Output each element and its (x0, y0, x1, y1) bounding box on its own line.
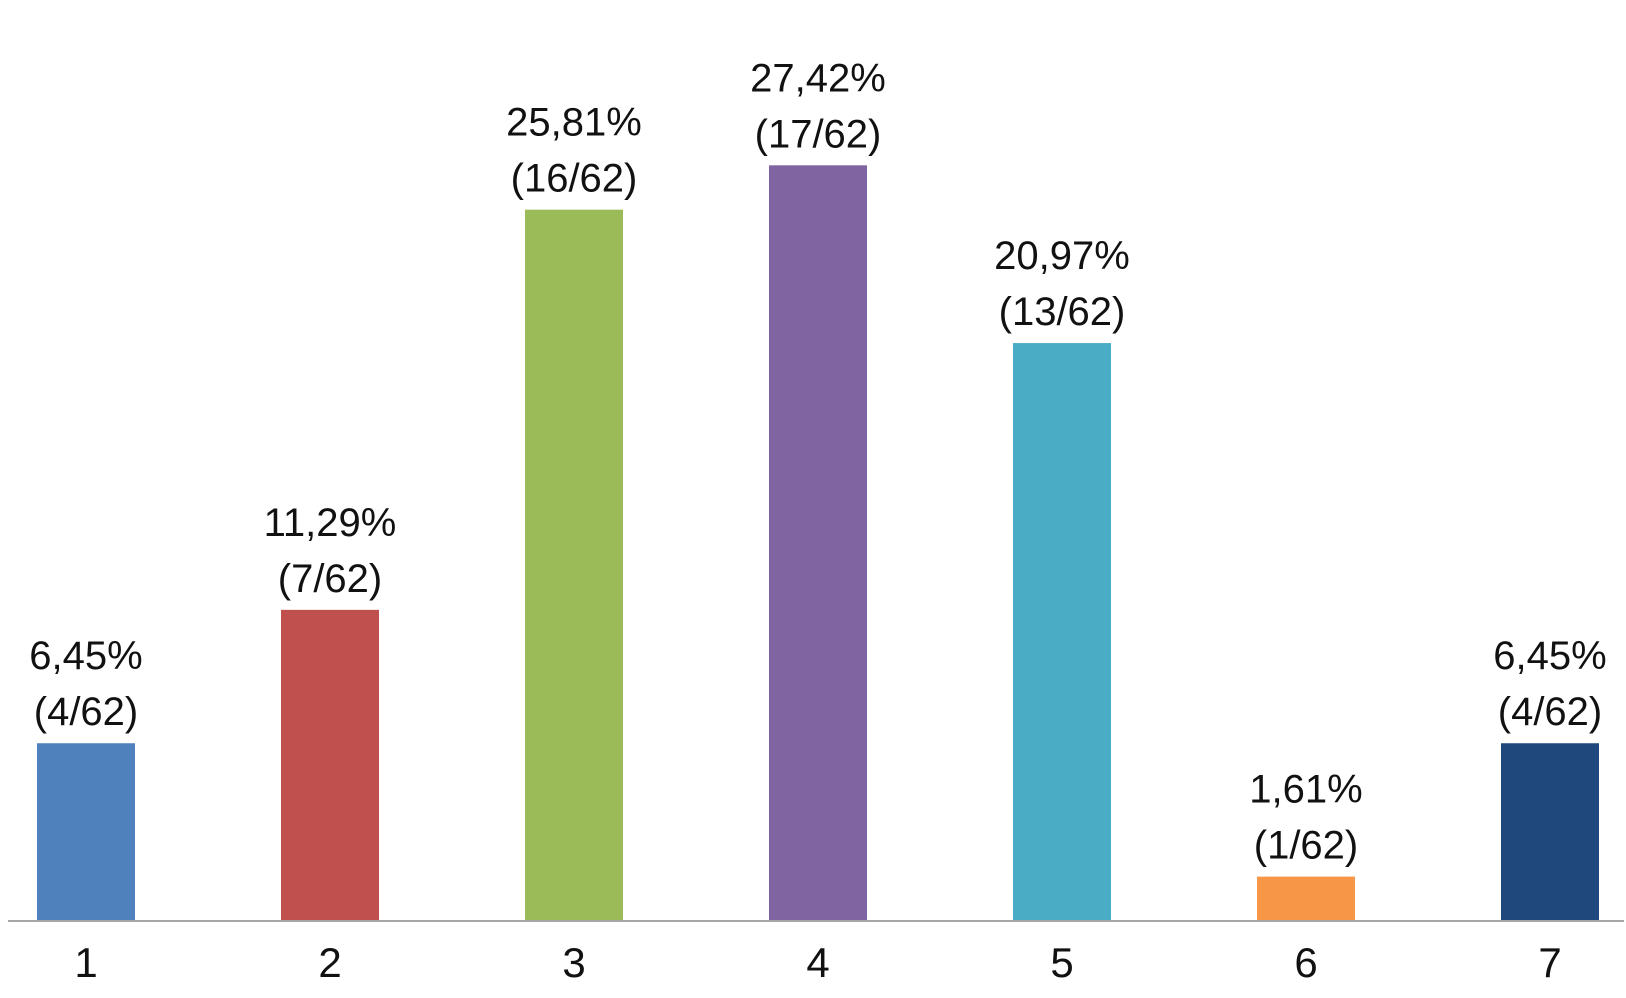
x-tick-label-1: 1 (74, 939, 97, 986)
data-label-count-4: (17/62) (755, 112, 882, 156)
bar-2 (281, 609, 379, 921)
bar-6 (1257, 876, 1355, 921)
bars-layer (37, 165, 1599, 922)
data-label-percent-3: 25,81% (506, 101, 642, 145)
bar-3 (525, 209, 623, 922)
bar-5 (1013, 343, 1111, 922)
x-tick-label-7: 7 (1538, 939, 1561, 986)
data-label-count-7: (4/62) (1498, 690, 1603, 734)
data-label-percent-2: 11,29% (264, 501, 397, 545)
x-tick-label-4: 4 (806, 939, 829, 986)
data-label-count-6: (1/62) (1254, 824, 1359, 868)
data-label-count-5: (13/62) (999, 290, 1126, 334)
x-tick-label-6: 6 (1294, 939, 1317, 986)
x-tick-label-2: 2 (318, 939, 341, 986)
data-label-percent-1: 6,45% (29, 634, 142, 678)
bar-7 (1501, 743, 1599, 921)
x-tick-label-5: 5 (1050, 939, 1073, 986)
x-tick-label-3: 3 (562, 939, 585, 986)
data-label-count-1: (4/62) (34, 690, 139, 734)
x-tick-labels-layer: 1 2 3 4 5 6 7 (74, 939, 1561, 986)
bar-1 (37, 743, 135, 921)
data-label-percent-6: 1,61% (1249, 768, 1362, 812)
data-label-percent-5: 20,97% (994, 234, 1130, 278)
data-label-percent-7: 6,45% (1493, 634, 1606, 678)
data-labels-layer: 6,45% (4/62) 11,29% (7/62) 25,81% (16/62) 27,4… (29, 56, 1606, 867)
data-label-percent-4: 27,42% (750, 56, 886, 100)
data-label-count-3: (16/62) (511, 157, 638, 201)
bar-4 (769, 165, 867, 921)
data-label-count-2: (7/62) (278, 557, 383, 601)
